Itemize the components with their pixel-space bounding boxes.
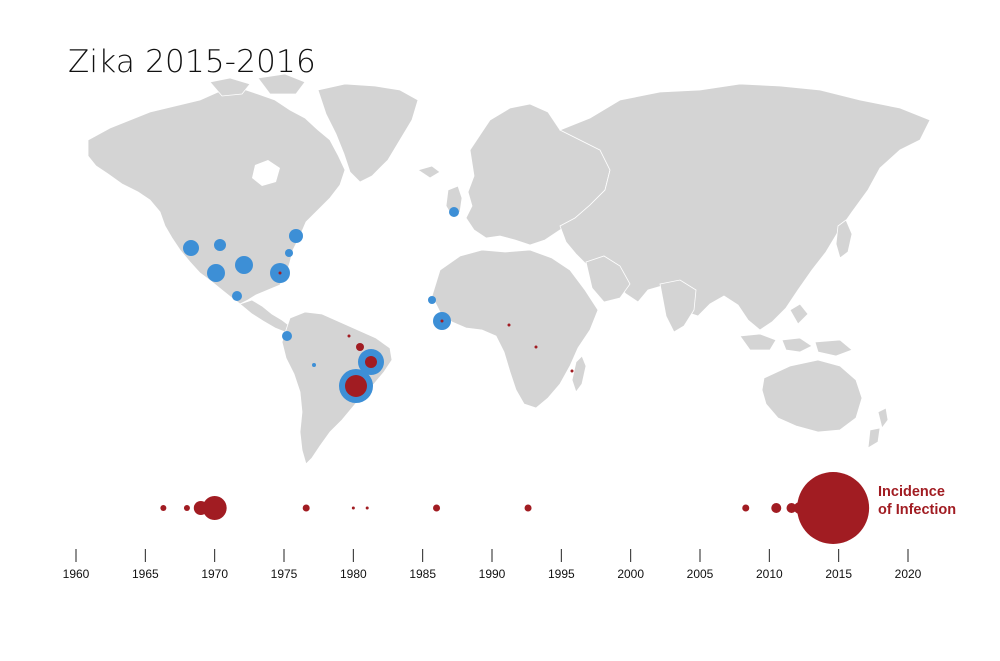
region-south-america [281, 311, 393, 465]
axis-tick-label: 2010 [756, 567, 783, 581]
axis-tick-label: 1970 [201, 567, 228, 581]
region-new-zealand [877, 407, 889, 429]
page-title: Zika 2015-2016 [68, 44, 316, 80]
land-masses [87, 73, 931, 465]
region-north-america [87, 87, 346, 305]
timeline-point [351, 506, 355, 510]
timeline-point [524, 504, 532, 512]
region-indonesia [739, 333, 777, 351]
outbreak-marker [356, 343, 364, 351]
axis-tick-label: 1995 [548, 567, 575, 581]
axis-tick-label: 2020 [895, 567, 922, 581]
region-central-america [239, 299, 291, 333]
outbreak-marker [207, 264, 225, 282]
region-africa [431, 249, 599, 409]
outbreak-marker [278, 271, 282, 275]
timeline-axis: 1960 1965 1970 1975 1980 1985 1990 1995 2000 2005… [63, 549, 922, 581]
timeline-point [160, 505, 167, 511]
outbreak-marker [347, 334, 351, 338]
region-japan [835, 219, 853, 259]
outbreak-markers [183, 207, 574, 403]
region-madagascar [571, 355, 587, 393]
timeline-point [183, 505, 190, 511]
outbreak-marker [570, 369, 574, 373]
outbreak-marker [282, 331, 292, 341]
axis-tick-label: 2000 [617, 567, 644, 581]
region-asia [559, 83, 931, 331]
timeline-points [160, 472, 870, 544]
axis-tick-label: 1960 [63, 567, 90, 581]
axis-tick-label: 1990 [479, 567, 506, 581]
outbreak-marker [428, 296, 436, 304]
timeline-point [771, 503, 782, 513]
axis-tick-label: 1975 [271, 567, 298, 581]
axis-tick-label: 1980 [340, 567, 367, 581]
outbreak-marker [214, 239, 226, 251]
world-map [87, 73, 931, 465]
legend-line-1: Incidence [878, 484, 945, 500]
outbreak-marker [440, 319, 444, 323]
timeline-point [797, 472, 870, 544]
region-australia [761, 359, 863, 433]
axis-tick-label: 2015 [825, 567, 852, 581]
outbreak-marker [235, 256, 253, 274]
outbreak-marker [345, 375, 367, 397]
legend-line-2: of Infection [878, 502, 956, 518]
timeline-point [433, 504, 441, 512]
outbreak-marker [534, 345, 538, 349]
timeline-point [302, 504, 310, 512]
outbreak-marker [285, 249, 293, 257]
timeline-point [365, 506, 369, 510]
outbreak-marker [289, 229, 303, 243]
legend: Incidence of Infection [878, 484, 956, 518]
timeline-point [786, 503, 797, 513]
outbreak-marker [507, 323, 511, 327]
timeline-point [742, 504, 750, 512]
outbreak-marker [365, 356, 377, 368]
outbreak-marker [312, 363, 316, 367]
outbreak-marker [183, 240, 199, 256]
axis-tick-label: 1965 [132, 567, 159, 581]
region-greenland [317, 83, 419, 183]
outbreak-marker [232, 291, 242, 301]
axis-tick-label: 2005 [687, 567, 714, 581]
timeline-chart: 1960 1965 1970 1975 1980 1985 1990 1995 2000 2005… [63, 472, 956, 581]
region-united-kingdom [445, 185, 463, 217]
axis-tick-label: 1985 [409, 567, 436, 581]
outbreak-marker [449, 207, 459, 217]
timeline-point [202, 496, 227, 520]
